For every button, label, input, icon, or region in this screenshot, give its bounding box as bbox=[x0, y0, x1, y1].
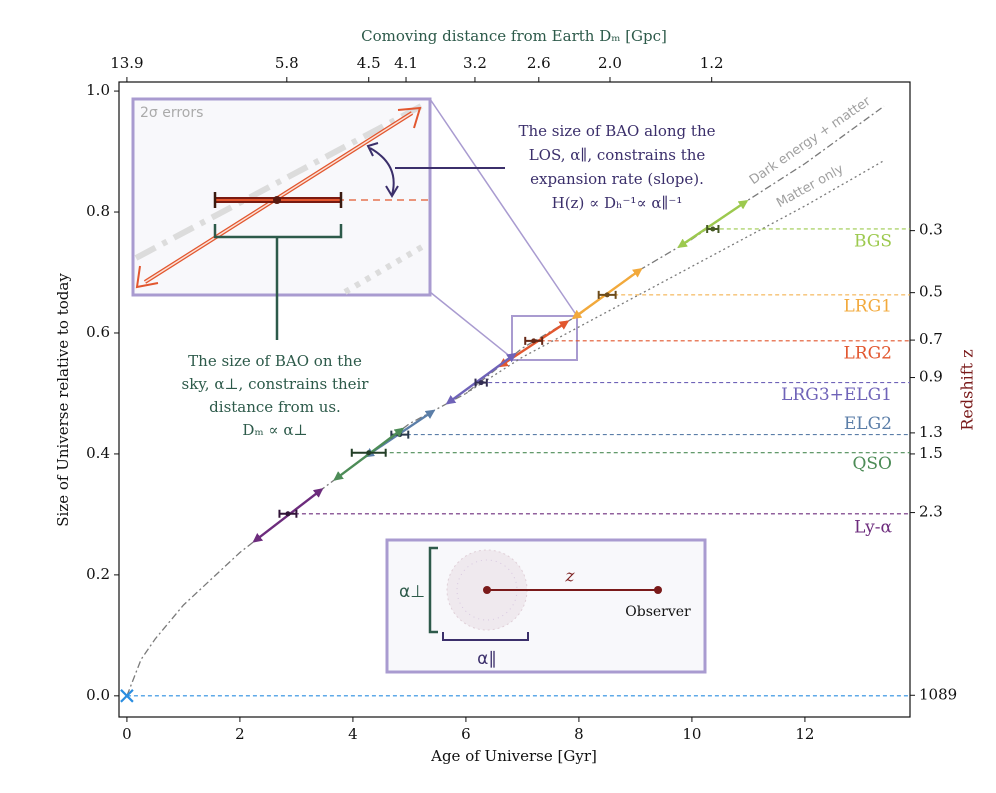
x-tick-label: 6 bbox=[461, 725, 471, 743]
y2-tick-label: 2.3 bbox=[919, 503, 943, 521]
los-note: LOS, α∥, constrains the bbox=[529, 146, 706, 164]
tracer-label: BGS bbox=[854, 231, 892, 251]
tracer-point bbox=[478, 380, 484, 386]
tracer-label: Ly-α bbox=[854, 517, 892, 537]
y2-tick-label: 0.9 bbox=[919, 368, 943, 386]
y2-tick-label: 0.5 bbox=[919, 283, 943, 301]
x2-tick-label: 2.0 bbox=[598, 54, 622, 72]
los-note: expansion rate (slope). bbox=[530, 170, 704, 188]
tracer-point bbox=[366, 450, 372, 456]
perp-label: α⊥ bbox=[399, 582, 425, 602]
x2-tick-label: 4.5 bbox=[357, 54, 381, 72]
plot-frame bbox=[118, 81, 911, 718]
x-tick-label: 10 bbox=[682, 725, 701, 743]
z-label: z bbox=[565, 567, 576, 587]
arrow-head bbox=[366, 142, 379, 157]
x-label: Age of Universe [Gyr] bbox=[430, 747, 597, 765]
par-label: α∥ bbox=[477, 649, 497, 669]
y-tick-label: 0.2 bbox=[86, 565, 110, 583]
slope-arrow bbox=[445, 352, 517, 405]
arrow-head bbox=[135, 265, 159, 289]
inset-label: 2σ errors bbox=[140, 105, 203, 121]
x2-tick-label: 4.1 bbox=[394, 54, 418, 72]
zoom-inset: 2σ errors bbox=[131, 97, 432, 340]
tracer-label: ELG2 bbox=[844, 414, 892, 434]
tracer-point bbox=[710, 226, 716, 232]
inset-curve bbox=[343, 241, 429, 295]
x2-tick-label: 2.6 bbox=[527, 54, 551, 72]
inset-curve bbox=[134, 100, 429, 261]
arrow-head bbox=[385, 185, 399, 198]
arrow-head bbox=[397, 106, 422, 129]
model-curve bbox=[465, 160, 885, 394]
x-tick-label: 12 bbox=[795, 725, 814, 743]
x2-tick-label: 13.9 bbox=[110, 54, 143, 72]
tracer-point bbox=[604, 292, 610, 298]
tracer-point bbox=[531, 338, 537, 344]
y-tick-label: 1.0 bbox=[86, 81, 110, 99]
tracer-label: LRG3+ELG1 bbox=[781, 385, 892, 405]
tracer-point bbox=[285, 511, 291, 517]
sky-note: Dₘ ∝ α⊥ bbox=[242, 421, 307, 439]
y2-tick-label: 1.5 bbox=[919, 444, 943, 462]
y2-tick-label: 0.3 bbox=[919, 221, 943, 239]
y-tick-label: 0.8 bbox=[86, 202, 110, 220]
y2-tick-label: 1089 bbox=[919, 685, 957, 703]
sky-note: The size of BAO on the bbox=[188, 352, 362, 370]
galaxy bbox=[483, 586, 491, 594]
inset-point bbox=[273, 196, 281, 204]
slope-arrow bbox=[369, 147, 395, 196]
los-note: H(z) ∝ Dₕ⁻¹∝ α∥⁻¹ bbox=[552, 194, 683, 212]
x2-label: Comoving distance from Earth Dₘ [Gpc] bbox=[361, 27, 667, 45]
x2-tick-label: 3.2 bbox=[463, 54, 487, 72]
zoom-connector bbox=[429, 98, 578, 317]
los-note: The size of BAO along the bbox=[519, 122, 716, 140]
slope-arrow bbox=[677, 200, 749, 248]
x2-tick-label: 1.2 bbox=[700, 54, 724, 72]
schematic-frame bbox=[385, 538, 707, 674]
tracer-label: LRG2 bbox=[844, 343, 893, 363]
x2-tick-label: 5.8 bbox=[275, 54, 299, 72]
par-bracket bbox=[442, 632, 529, 641]
x-tick-label: 4 bbox=[348, 725, 358, 743]
sky-note: distance from us. bbox=[209, 398, 341, 416]
x-tick-label: 8 bbox=[574, 725, 584, 743]
y-label: Size of Universe relative to today bbox=[54, 273, 72, 527]
y2-label: Redshift z bbox=[958, 349, 977, 430]
x-tick-label: 2 bbox=[235, 725, 245, 743]
tracer-label: QSO bbox=[852, 454, 892, 474]
schematic: α⊥ α∥ z Observer bbox=[385, 538, 707, 674]
x-tick-label: 0 bbox=[122, 725, 132, 743]
zoom-connector bbox=[429, 291, 513, 359]
sky-note: sky, α⊥, constrains their bbox=[182, 375, 370, 393]
y-tick-label: 0.0 bbox=[86, 686, 110, 704]
cmb-marker bbox=[120, 689, 134, 703]
curve-label: Matter only bbox=[774, 162, 847, 211]
tracer-label: LRG1 bbox=[844, 296, 893, 316]
y2-tick-label: 1.3 bbox=[919, 423, 943, 441]
observer-dot bbox=[654, 586, 662, 594]
y-tick-label: 0.4 bbox=[86, 444, 110, 462]
perp-bracket bbox=[428, 546, 438, 634]
y2-tick-label: 0.7 bbox=[919, 330, 943, 348]
observer-label: Observer bbox=[625, 604, 691, 620]
y-tick-label: 0.6 bbox=[86, 323, 110, 341]
curve-label: Dark energy + matter bbox=[747, 94, 874, 188]
